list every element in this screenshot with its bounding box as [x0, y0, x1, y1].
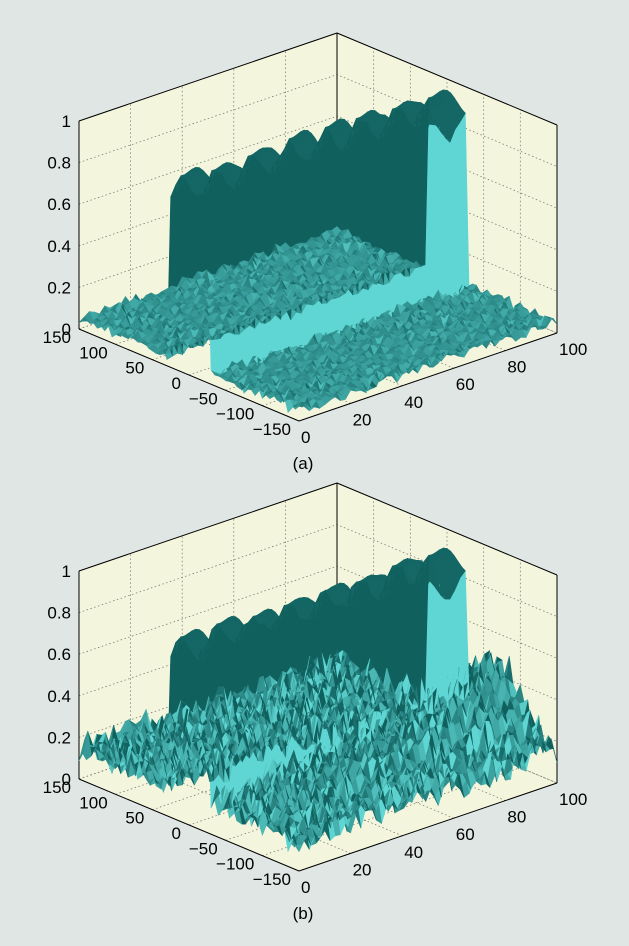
y-tick-label: −100 — [216, 405, 254, 424]
y-tick-label: −50 — [189, 389, 218, 408]
z-tick-label: 0.2 — [47, 278, 71, 297]
z-tick-label: 0.6 — [47, 195, 71, 214]
surface — [78, 89, 558, 413]
y-tick-label: 0 — [172, 374, 181, 393]
x-tick-label: 0 — [301, 428, 310, 447]
gridline-x — [233, 68, 454, 369]
gridline-x — [181, 85, 403, 387]
gridline-x — [285, 50, 506, 351]
panel-caption: (a) — [293, 454, 314, 473]
x-tick-label: 60 — [456, 375, 475, 394]
y-tick-label: −150 — [253, 420, 291, 439]
x-tick-label: 80 — [507, 358, 526, 377]
x-tick-label: 100 — [559, 340, 587, 359]
axis-edge — [78, 32, 338, 122]
y-tick-label: 100 — [79, 343, 107, 362]
axis-edge — [78, 328, 300, 422]
y-tick-label: 50 — [125, 359, 144, 378]
axis-edge — [298, 332, 558, 422]
z-tick-label: 0.4 — [47, 237, 71, 256]
axis-edge — [336, 32, 558, 126]
x-tick-label: 20 — [353, 410, 372, 429]
x-tick-label: 40 — [404, 393, 423, 412]
z-tick-label: 0.8 — [47, 154, 71, 173]
z-tick-label: 1 — [62, 112, 71, 131]
y-tick-label: 150 — [43, 328, 71, 347]
gridline-x — [130, 103, 351, 404]
